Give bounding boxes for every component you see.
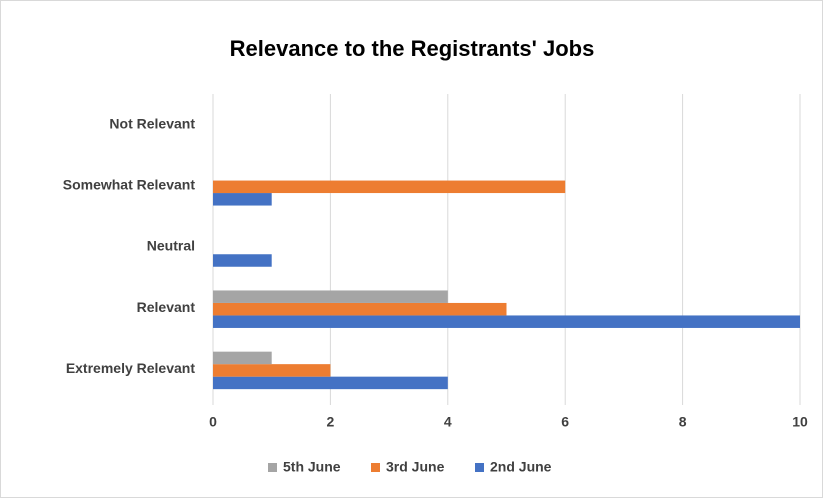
- bar: [213, 302, 507, 316]
- x-tick-label: 10: [792, 414, 808, 430]
- bar: [213, 290, 448, 303]
- x-tick-label: 8: [679, 414, 687, 430]
- bar: [213, 180, 566, 194]
- bar: [213, 376, 448, 390]
- legend-label: 2nd June: [490, 459, 552, 475]
- x-tick-label: 4: [444, 414, 452, 430]
- y-tick-label: Neutral: [147, 238, 195, 254]
- y-tick-label: Somewhat Relevant: [63, 177, 196, 193]
- chart-title: Relevance to the Registrants' Jobs: [230, 36, 595, 61]
- bar: [213, 193, 272, 206]
- y-tick-label: Extremely Relevant: [66, 360, 196, 376]
- legend-swatch: [268, 463, 277, 472]
- x-tick-label: 0: [209, 414, 217, 430]
- bar: [213, 315, 800, 328]
- y-tick-label: Not Relevant: [109, 115, 195, 131]
- bar: [213, 364, 331, 377]
- legend-swatch: [475, 463, 484, 472]
- x-tick-label: 6: [561, 414, 569, 430]
- y-tick-label: Relevant: [137, 299, 196, 315]
- legend-label: 5th June: [283, 459, 341, 475]
- bar: [213, 254, 272, 267]
- x-tick-label: 2: [327, 414, 335, 430]
- legend-swatch: [371, 463, 380, 472]
- bar: [213, 351, 272, 365]
- legend-label: 3rd June: [386, 459, 445, 475]
